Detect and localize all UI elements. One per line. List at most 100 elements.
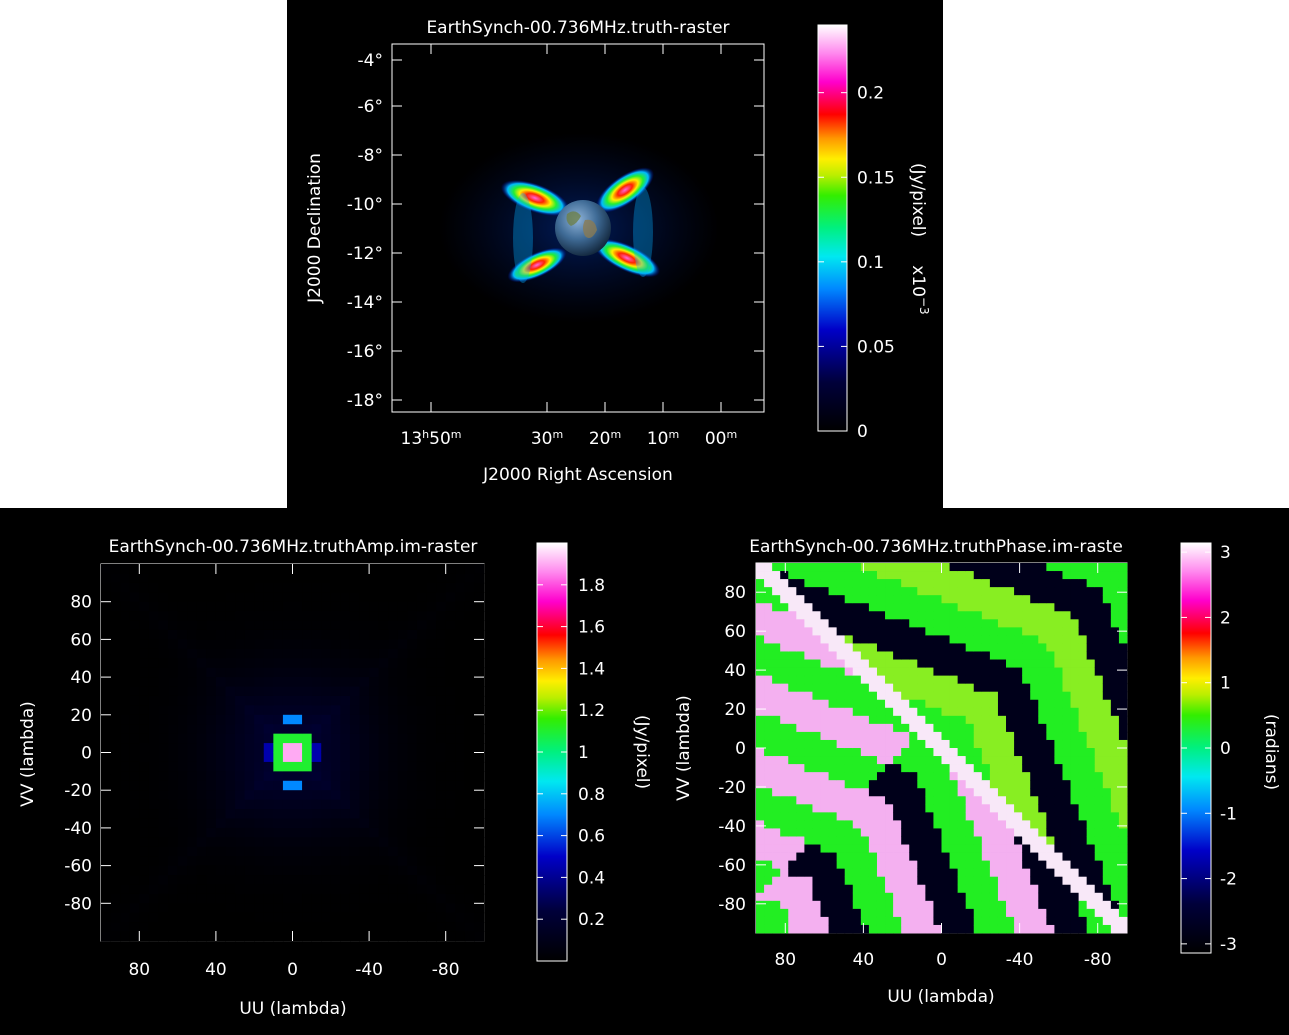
phase-cell — [917, 788, 926, 797]
phase-cell — [1062, 683, 1071, 693]
phase-cell — [1086, 836, 1096, 845]
phase-cell — [860, 860, 870, 870]
amp-cell — [129, 667, 140, 678]
phase-x-tick-label: 40 — [853, 950, 875, 970]
phase-cell — [1118, 699, 1128, 709]
phase-cell — [780, 924, 789, 934]
amp-cell — [426, 733, 437, 744]
phase-cell — [957, 611, 967, 620]
phase-cell — [901, 691, 910, 701]
phase-cell — [933, 876, 942, 886]
amp-cell — [321, 752, 332, 763]
phase-cell — [756, 836, 765, 845]
amp-cell — [474, 620, 485, 631]
amp-cell — [407, 582, 418, 593]
amp-cell — [254, 875, 265, 885]
phase-cell — [901, 764, 910, 773]
phase-cell — [868, 635, 878, 644]
amp-cell — [120, 629, 131, 640]
amp-colorbar-tick-label: 0.4 — [578, 868, 605, 888]
phase-cell — [909, 804, 918, 813]
phase-cell — [925, 916, 934, 926]
phase-cell — [997, 611, 1007, 620]
phase-cell — [965, 723, 975, 733]
phase-cell — [852, 780, 862, 789]
phase-cell — [1078, 836, 1088, 845]
amp-cell — [196, 931, 207, 942]
amp-cell — [378, 771, 389, 782]
phase-cell — [1102, 563, 1112, 572]
phase-cell — [788, 844, 797, 853]
amp-cell — [397, 629, 408, 640]
amp-cell — [397, 884, 408, 895]
phase-cell — [1014, 659, 1023, 668]
amp-cell — [158, 922, 169, 932]
amp-cell — [407, 790, 418, 801]
phase-cell — [989, 796, 999, 805]
phase-cell — [860, 651, 870, 660]
phase-cell — [1110, 643, 1120, 652]
phase-cell — [925, 780, 934, 789]
amp-cell — [101, 761, 111, 772]
phase-cell — [804, 780, 813, 789]
phase-cell — [941, 603, 950, 612]
amp-cell — [292, 733, 303, 744]
phase-cell — [1110, 587, 1120, 596]
amp-cell — [215, 601, 226, 612]
phase-cell — [1078, 812, 1088, 821]
phase-cell — [941, 860, 950, 870]
phase-cell — [1094, 772, 1104, 781]
phase-cell — [1086, 635, 1096, 644]
phase-cell — [917, 683, 926, 693]
amp-cell — [369, 658, 380, 669]
amp-cell — [187, 931, 198, 942]
phase-y-tick-label: -80 — [718, 895, 746, 915]
amp-cell — [330, 573, 341, 584]
phase-cell — [981, 603, 991, 612]
amp-cell — [254, 611, 265, 621]
phase-cell — [836, 908, 846, 918]
phase-cell — [796, 635, 805, 644]
amp-cell — [244, 837, 255, 848]
amp-cell — [273, 846, 284, 857]
amp-cell — [225, 611, 236, 621]
phase-cell — [1118, 715, 1128, 725]
amp-cell — [206, 658, 217, 669]
phase-cell — [756, 788, 765, 797]
amp-cell — [474, 705, 485, 716]
phase-cell — [828, 603, 838, 612]
amp-cell — [302, 903, 313, 914]
phase-cell — [1038, 619, 1047, 628]
amp-y-tick-label: 40 — [70, 668, 92, 688]
amp-cell — [101, 837, 111, 848]
phase-cell — [981, 820, 991, 829]
amp-cell — [464, 931, 475, 942]
amp-cell — [110, 884, 121, 895]
phase-cell — [933, 611, 942, 620]
phase-cell — [957, 844, 967, 853]
phase-cell — [1030, 844, 1039, 853]
phase-cell — [893, 860, 902, 870]
phase-cell — [973, 772, 983, 781]
phase-cell — [925, 884, 934, 894]
amp-cell — [330, 856, 341, 867]
amp-cell — [369, 620, 380, 631]
amp-cell — [273, 790, 284, 801]
phase-cell — [812, 764, 821, 773]
phase-cell — [1062, 563, 1071, 572]
phase-cell — [1094, 675, 1104, 685]
phase-cell — [909, 731, 918, 741]
amp-cell — [273, 724, 284, 735]
amp-cell — [426, 648, 437, 659]
amp-cell — [244, 705, 255, 716]
sky-x-tick-label: 30m — [531, 428, 563, 450]
amp-cell — [416, 837, 427, 848]
phase-cell — [997, 836, 1007, 845]
amp-cell — [407, 827, 418, 838]
phase-cell — [796, 627, 805, 636]
amp-cell — [101, 771, 111, 782]
phase-cell — [933, 699, 942, 709]
phase-cell — [812, 651, 821, 660]
phase-cell — [780, 820, 789, 829]
phase-cell — [997, 860, 1007, 870]
